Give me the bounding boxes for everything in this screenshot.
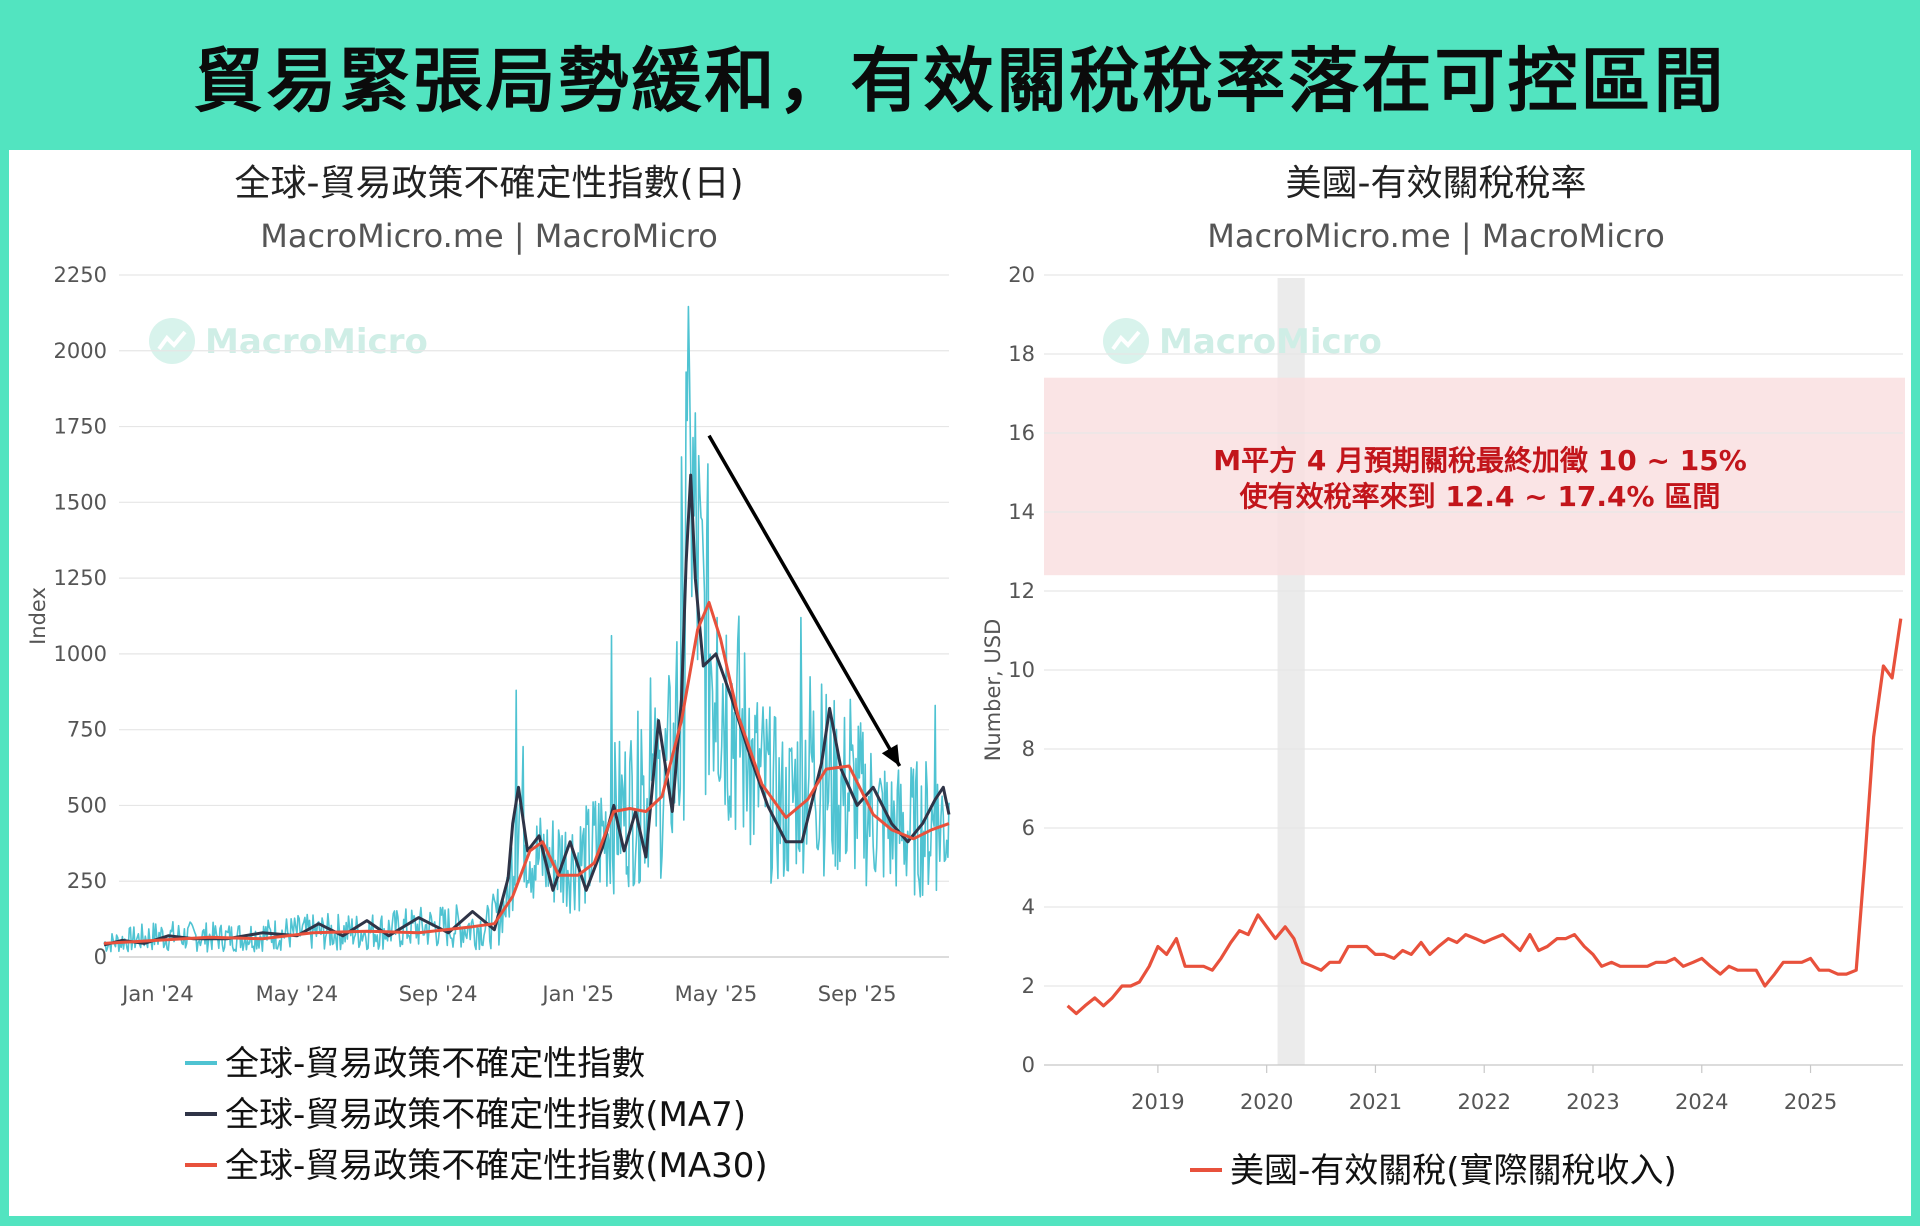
- series-line-ma30: [103, 600, 950, 945]
- left-y-tick-label: 500: [67, 793, 107, 817]
- right-y-tick-label: 14: [1008, 500, 1035, 524]
- right-y-tick-label: 20: [1008, 263, 1035, 287]
- right-x-tick-label: 2020: [1240, 1090, 1293, 1114]
- target-band-rect: [1044, 377, 1905, 576]
- left-y-tick-label: 1500: [54, 490, 107, 514]
- left-y-axis-title: Index: [26, 587, 50, 645]
- left-x-tick-label: Sep '25: [818, 982, 897, 1006]
- left-legend: 全球-貿易政策不確定性指數 全球-貿易政策不確定性指數(MA7) 全球-貿易政策…: [185, 1044, 768, 1186]
- left-x-tick-label: Jan '24: [120, 982, 194, 1006]
- legend-label-uncertainty: 全球-貿易政策不確定性指數: [225, 1044, 645, 1084]
- right-y-tick-label: 2: [1022, 974, 1035, 998]
- right-chart-subtitle: MacroMicro.me | MacroMicro: [1207, 217, 1665, 255]
- legend-item-ma30[interactable]: 全球-貿易政策不確定性指數(MA30): [185, 1146, 768, 1186]
- banner: 貿易緊張局勢緩和，有效關稅稅率落在可控區間: [0, 0, 1920, 150]
- left-series: [103, 305, 951, 953]
- band-label-line-2: 使有效稅率來到 12.4 ~ 17.4% 區間: [1239, 480, 1721, 513]
- right-y-tick-label: 0: [1022, 1053, 1035, 1077]
- watermark-logo-line: [157, 330, 187, 351]
- legend-label-ma7: 全球-貿易政策不確定性指數(MA7): [225, 1095, 746, 1135]
- right-chart: 美國-有效關稅稅率 MacroMicro.me | MacroMicro Mac…: [981, 163, 1905, 1191]
- left-watermark: MacroMicro: [149, 318, 428, 364]
- right-y-tick-label: 12: [1008, 579, 1035, 603]
- legend-item-uncertainty[interactable]: 全球-貿易政策不確定性指數: [185, 1044, 645, 1084]
- legend-label-effective-tariff: 美國-有效關稅(實際關稅收入): [1230, 1151, 1677, 1191]
- right-y-tick-label: 18: [1008, 342, 1035, 366]
- right-series: [1066, 618, 1903, 1016]
- right-chart-panel: 美國-有效關稅稅率 MacroMicro.me | MacroMicro Mac…: [960, 150, 1911, 1216]
- right-y-tick-label: 8: [1022, 737, 1035, 761]
- left-chart: 全球-貿易政策不確定性指數(日) MacroMicro.me | MacroMi…: [26, 163, 951, 1186]
- left-y-tick-label: 750: [67, 718, 107, 742]
- right-watermark-text: MacroMicro: [1159, 322, 1382, 362]
- right-y-ticks: 0 2 4 6 8 10 12 14 16 18 20: [1008, 263, 1035, 1077]
- right-watermark: MacroMicro: [1103, 318, 1382, 364]
- legend-item-effective-tariff[interactable]: 美國-有效關稅(實際關稅收入): [1190, 1151, 1677, 1191]
- right-y-tick-label: 6: [1022, 816, 1035, 840]
- right-x-tick-label: 2024: [1675, 1090, 1728, 1114]
- right-x-tick-label: 2019: [1131, 1090, 1184, 1114]
- left-chart-subtitle: MacroMicro.me | MacroMicro: [260, 217, 718, 255]
- left-x-tick-label: Sep '24: [399, 982, 478, 1006]
- trend-arrow-line: [707, 434, 902, 767]
- right-y-tick-label: 4: [1022, 895, 1035, 919]
- left-y-tick-label: 0: [94, 945, 107, 969]
- right-x-tick-label: 2023: [1566, 1090, 1619, 1114]
- left-chart-panel: 全球-貿易政策不確定性指數(日) MacroMicro.me | MacroMi…: [9, 150, 960, 1216]
- series-line-effective-tariff: [1066, 618, 1903, 1016]
- band-label-line-1: M平方 4 月預期關稅最終加徵 10 ~ 15%: [1213, 444, 1747, 477]
- trend-arrow-head-icon: [881, 744, 900, 767]
- right-grid: [1044, 274, 1903, 1066]
- right-x-tick-label: 2025: [1784, 1090, 1837, 1114]
- legend-item-ma7[interactable]: 全球-貿易政策不確定性指數(MA7): [185, 1095, 746, 1135]
- left-annotations: [707, 434, 902, 767]
- right-x-tick-label: 2021: [1349, 1090, 1402, 1114]
- watermark-logo-line: [1111, 330, 1141, 351]
- right-x-ticks: 2019 2020 2021 2022 2023 2024 2025: [1131, 1065, 1837, 1114]
- left-x-tick-label: May '24: [256, 982, 339, 1006]
- right-target-band: [1044, 377, 1905, 576]
- left-y-ticks: 0 250 500 750 1000 1250 1500 1750 2000 2250: [54, 263, 107, 969]
- right-legend: 美國-有效關稅(實際關稅收入): [1190, 1151, 1677, 1191]
- left-watermark-text: MacroMicro: [205, 322, 428, 362]
- right-y-tick-label: 16: [1008, 421, 1035, 445]
- left-y-tick-label: 2000: [54, 339, 107, 363]
- left-chart-title: 全球-貿易政策不確定性指數(日): [234, 163, 743, 204]
- left-y-tick-label: 250: [67, 869, 107, 893]
- legend-label-ma30: 全球-貿易政策不確定性指數(MA30): [225, 1146, 768, 1186]
- left-y-tick-label: 1000: [54, 642, 107, 666]
- left-y-tick-label: 1750: [54, 415, 107, 439]
- left-y-tick-label: 1250: [54, 566, 107, 590]
- banner-title: 貿易緊張局勢緩和，有效關稅稅率落在可控區間: [193, 39, 1727, 122]
- right-y-tick-label: 10: [1008, 658, 1035, 682]
- left-x-tick-label: Jan '25: [540, 982, 614, 1006]
- left-x-tick-label: May '25: [675, 982, 758, 1006]
- right-x-tick-label: 2022: [1457, 1090, 1510, 1114]
- left-y-tick-label: 2250: [54, 263, 107, 287]
- right-y-axis-title: Number, USD: [981, 619, 1005, 762]
- right-chart-title: 美國-有效關稅稅率: [1286, 163, 1587, 204]
- left-x-ticks: Jan '24 May '24 Sep '24 Jan '25 May '25 Sep '…: [120, 982, 896, 1006]
